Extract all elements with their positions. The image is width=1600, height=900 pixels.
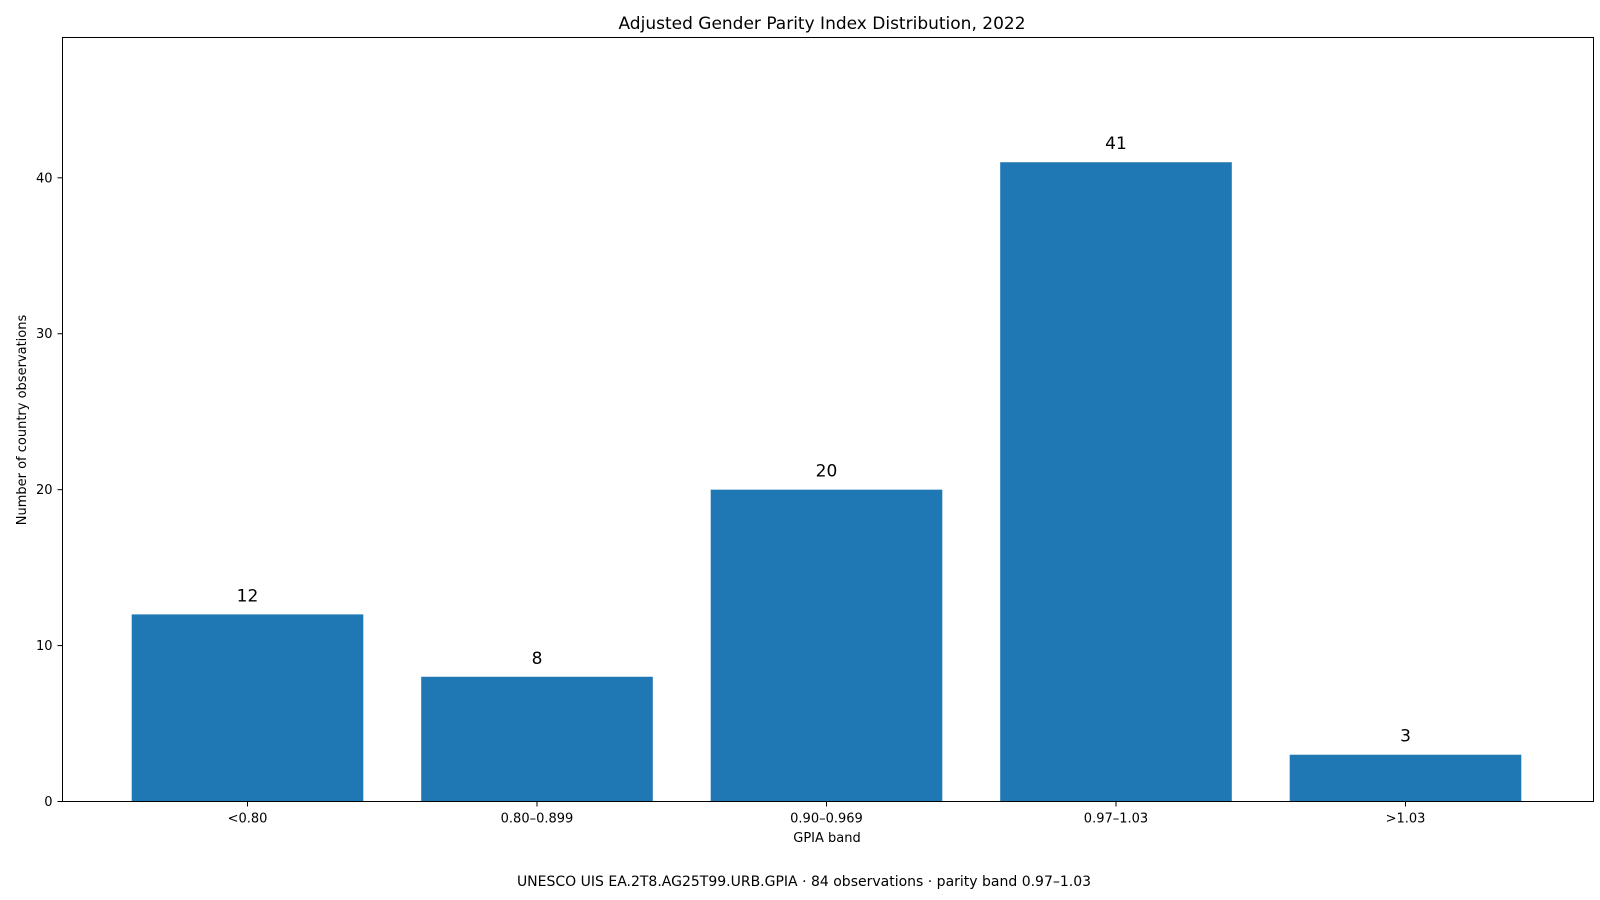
x-tick-label: >1.03 <box>1386 812 1426 827</box>
bar-value-label: 8 <box>532 649 543 669</box>
bar-value-label: 41 <box>1105 134 1127 154</box>
bars-group <box>131 162 1522 802</box>
chart-caption: UNESCO UIS EA.2T8.AG25T99.URB.GPIA · 84 … <box>517 874 1091 890</box>
chart-title: Adjusted Gender Parity Index Distributio… <box>618 14 1025 34</box>
x-axis-ticks: <0.80 0.80–0.899 0.90–0.969 0.97–1.03 >1.03 <box>228 801 1426 827</box>
bar <box>131 614 364 802</box>
bar-value-label: 20 <box>816 462 838 482</box>
y-axis-label: Number of country observations <box>15 315 30 526</box>
bar <box>1289 754 1522 802</box>
x-tick-label: 0.80–0.899 <box>501 812 574 827</box>
bar <box>421 676 653 802</box>
y-tick-label: 20 <box>36 483 53 498</box>
bar <box>1000 162 1232 802</box>
y-tick-label: 0 <box>44 795 52 810</box>
bar-value-label: 3 <box>1400 727 1411 747</box>
x-tick-label: <0.80 <box>228 812 268 827</box>
x-tick-label: 0.97–1.03 <box>1084 812 1148 827</box>
y-axis-ticks: 0 10 20 30 40 <box>36 171 63 810</box>
y-tick-label: 40 <box>36 171 53 186</box>
plot-frame <box>62 37 1594 802</box>
y-tick-label: 10 <box>36 639 53 654</box>
bar-value-label: 12 <box>237 586 259 606</box>
data-labels-group: 12 8 20 41 3 <box>237 134 1411 746</box>
bar <box>710 489 943 802</box>
y-tick-label: 30 <box>36 327 53 342</box>
x-tick-label: 0.90–0.969 <box>790 812 863 827</box>
x-axis-label: GPIA band <box>793 831 860 846</box>
